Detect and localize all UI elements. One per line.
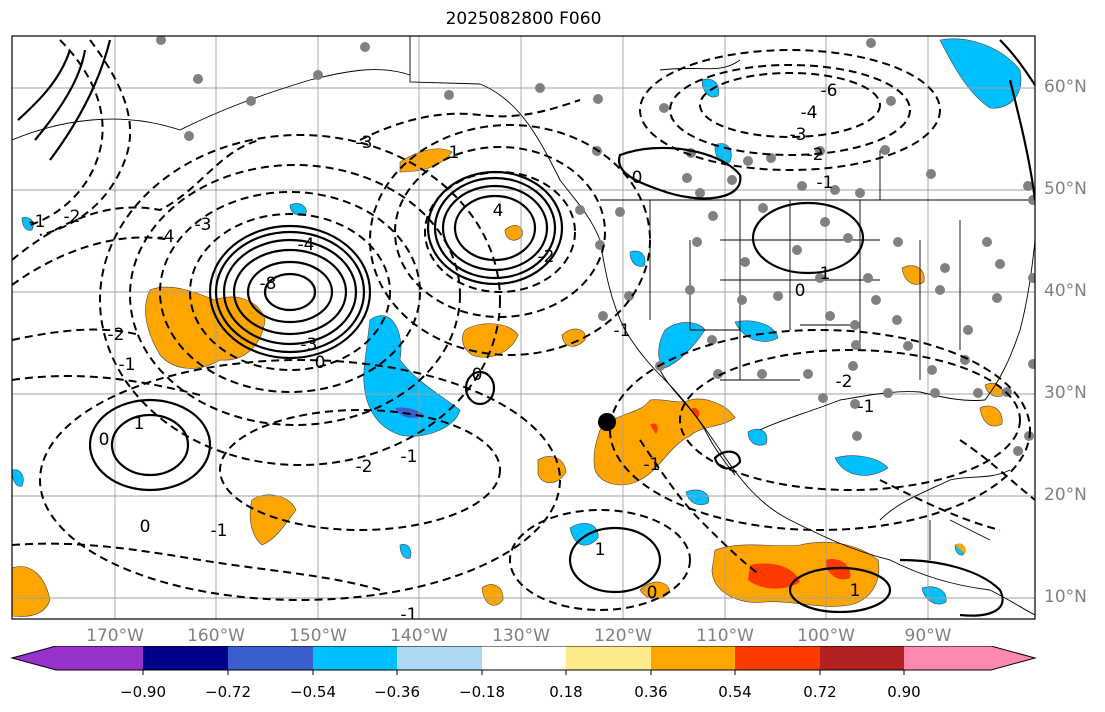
- map-panel: 4 -8 -4 -3 -3 -2 -1 0 -4 -3 -2 -1 0 1 -2…: [11, 35, 1036, 625]
- lon-label-140w: 140°W: [390, 626, 448, 646]
- contour-label: 0: [647, 583, 658, 603]
- contour-label: -3: [790, 125, 807, 145]
- lat-label-20n: 20°N: [1044, 485, 1087, 505]
- lat-label-50n: 50°N: [1044, 179, 1087, 199]
- colorbar-cell: [904, 646, 991, 670]
- colorbar: [10, 646, 1037, 675]
- contour-label: -2: [807, 145, 824, 165]
- lon-label-100w: 100°W: [797, 626, 855, 646]
- colorbar-cell: [820, 646, 904, 670]
- contour-label: -8: [260, 274, 277, 294]
- contour-label: -2: [356, 457, 373, 477]
- contour-label: -3: [301, 335, 318, 355]
- colorbar-label: 0.72: [803, 683, 837, 701]
- colorbar-cell: [482, 646, 566, 670]
- contour-label: -2: [64, 207, 81, 227]
- contour-label: -3: [195, 215, 212, 235]
- colorbar-cell: [143, 646, 228, 670]
- colorbar-label: −0.90: [120, 683, 166, 701]
- contour-label: 1: [595, 540, 606, 560]
- contour-label: 0: [140, 517, 151, 537]
- contour-label: -2: [108, 325, 125, 345]
- colorbar-label: 0.54: [718, 683, 752, 701]
- colorbar-cell: [397, 646, 482, 670]
- dashed-contours: [12, 39, 1035, 611]
- contour-label: -3: [356, 133, 373, 153]
- colorbar-label: 0.90: [887, 683, 921, 701]
- lon-label-160w: 160°W: [187, 626, 245, 646]
- figure-title: 2025082800 F060: [445, 9, 602, 29]
- contour-label: -6: [821, 81, 838, 101]
- lat-label-40n: 40°N: [1044, 281, 1087, 301]
- colorbar-cell: [56, 646, 143, 670]
- contour-label: -1: [817, 173, 834, 193]
- contour-label: -1: [401, 447, 418, 467]
- contour-label: 0: [99, 430, 110, 450]
- lat-label-30n: 30°N: [1044, 383, 1087, 403]
- contour-label: -4: [801, 103, 818, 123]
- contour-label: 1: [449, 143, 460, 163]
- shaded-regions: [12, 38, 1022, 617]
- lon-label-90w: 90°W: [904, 626, 952, 646]
- lat-label-10n: 10°N: [1044, 587, 1087, 607]
- colorbar-label: 0.18: [549, 683, 583, 701]
- contour-label: -1: [29, 212, 46, 232]
- colorbar-cell: [313, 646, 397, 670]
- contour-label: -1: [211, 521, 228, 541]
- contour-labels: 4 -8 -4 -3 -3 -2 -1 0 -4 -3 -2 -1 0 1 -2…: [29, 81, 875, 625]
- contour-label: 1: [850, 581, 861, 601]
- contour-label: -4: [158, 227, 175, 247]
- contour-label: -1: [644, 455, 661, 475]
- contour-label: -1: [119, 355, 136, 375]
- lon-label-120w: 120°W: [594, 626, 652, 646]
- contour-label: -4: [298, 235, 315, 255]
- colorbar-outline: [10, 646, 1037, 671]
- contour-label: -1: [858, 397, 875, 417]
- map-frame: [11, 35, 1036, 620]
- contour-label: 0: [795, 281, 806, 301]
- lon-label-130w: 130°W: [492, 626, 550, 646]
- colorbar-label: −0.72: [205, 683, 251, 701]
- contour-label: -1: [614, 321, 631, 341]
- colorbar-label: −0.54: [290, 683, 336, 701]
- contour-label: -2: [538, 247, 555, 267]
- colorbar-label: 0.36: [634, 683, 668, 701]
- lon-label-170w: 170°W: [86, 626, 144, 646]
- storm-center-marker: [598, 413, 616, 431]
- lat-label-60n: 60°N: [1044, 77, 1087, 97]
- contour-label: -1: [401, 605, 418, 625]
- colorbar-cell: [566, 646, 651, 670]
- colorbar-label: −0.18: [459, 683, 505, 701]
- colorbar-cell: [991, 646, 1035, 670]
- contour-label: 0: [472, 365, 483, 385]
- contour-label: 4: [493, 201, 504, 221]
- contour-label: 0: [632, 168, 643, 188]
- colorbar-label: −0.36: [374, 683, 420, 701]
- solid-contours: [17, 39, 1035, 617]
- colorbar-cell: [735, 646, 820, 670]
- lon-label-150w: 150°W: [289, 626, 347, 646]
- colorbar-cell: [12, 646, 56, 670]
- contour-label: 0: [315, 353, 326, 373]
- colorbar-ticks: [142, 670, 905, 675]
- colorbar-cell: [651, 646, 735, 670]
- contour-label: 1: [820, 264, 831, 284]
- contour-label: -2: [836, 372, 853, 392]
- contour-label: 1: [134, 414, 145, 434]
- lon-label-110w: 110°W: [696, 626, 754, 646]
- colorbar-cell: [228, 646, 313, 670]
